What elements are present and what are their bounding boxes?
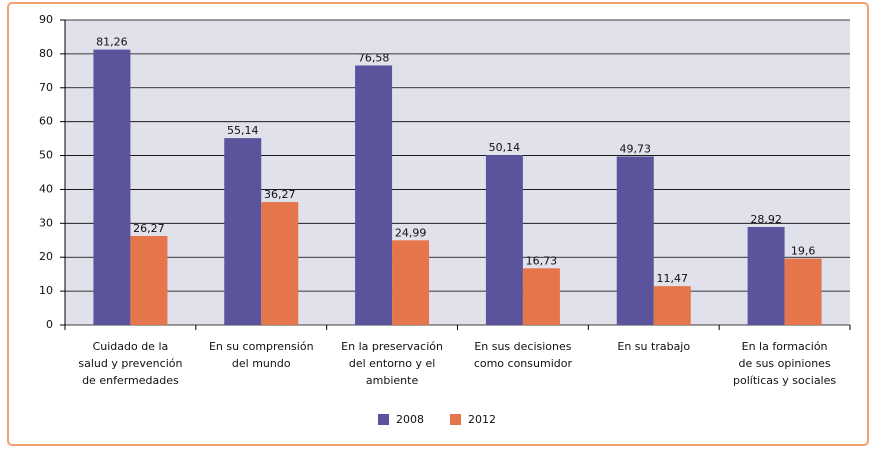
y-tick-label: 50 (39, 149, 53, 162)
x-tick-label: En la preservación (341, 340, 443, 353)
legend-swatch (378, 414, 389, 425)
bar (747, 226, 785, 325)
legend-label: 2012 (468, 413, 496, 426)
x-tick-label: políticas y sociales (733, 374, 836, 387)
bar (93, 49, 131, 325)
value-label: 19,6 (791, 245, 816, 258)
value-label: 11,47 (657, 272, 689, 285)
y-tick-label: 20 (39, 250, 53, 263)
x-tick-label: En sus decisiones (474, 340, 571, 353)
value-label: 49,73 (620, 142, 652, 155)
y-tick-label: 30 (39, 216, 53, 229)
value-label: 76,58 (358, 51, 390, 64)
y-tick-label: 40 (39, 182, 53, 195)
bar (653, 286, 691, 325)
x-tick-label: En la formación (742, 340, 828, 353)
value-label: 36,27 (264, 188, 296, 201)
x-tick-label: En su comprensión (209, 340, 314, 353)
value-label: 50,14 (489, 141, 521, 154)
x-tick-label: Cuidado de la (93, 340, 169, 353)
bar (392, 240, 430, 325)
value-label: 24,99 (395, 226, 427, 239)
y-tick-label: 90 (39, 13, 53, 26)
value-label: 55,14 (227, 124, 259, 137)
value-label: 26,27 (133, 222, 165, 235)
y-tick-label: 80 (39, 47, 53, 60)
bar (485, 155, 523, 325)
value-label: 28,92 (750, 213, 782, 226)
x-tick-label: salud y prevención (78, 357, 182, 370)
x-tick-label: En su trabajo (617, 340, 690, 353)
bar (130, 235, 168, 325)
legend-label: 2008 (396, 413, 424, 426)
x-tick-label: del mundo (232, 357, 291, 370)
bar (224, 138, 262, 325)
y-tick-label: 0 (46, 318, 53, 331)
y-tick-label: 10 (39, 284, 53, 297)
x-tick-label: ambiente (366, 374, 419, 387)
y-tick-label: 70 (39, 81, 53, 94)
bar (261, 202, 299, 325)
x-tick-label: del entorno y el (349, 357, 435, 370)
bar (522, 268, 560, 325)
legend-swatch (450, 414, 461, 425)
x-tick-label: de enfermedades (82, 374, 179, 387)
bar (616, 156, 654, 325)
y-tick-label: 60 (39, 115, 53, 128)
x-tick-label: de sus opiniones (738, 357, 830, 370)
bar (784, 258, 822, 325)
plot-area (65, 20, 850, 325)
x-tick-label: como consumidor (474, 357, 573, 370)
value-label: 16,73 (526, 254, 558, 267)
value-label: 81,26 (96, 36, 128, 49)
bar (355, 65, 393, 326)
